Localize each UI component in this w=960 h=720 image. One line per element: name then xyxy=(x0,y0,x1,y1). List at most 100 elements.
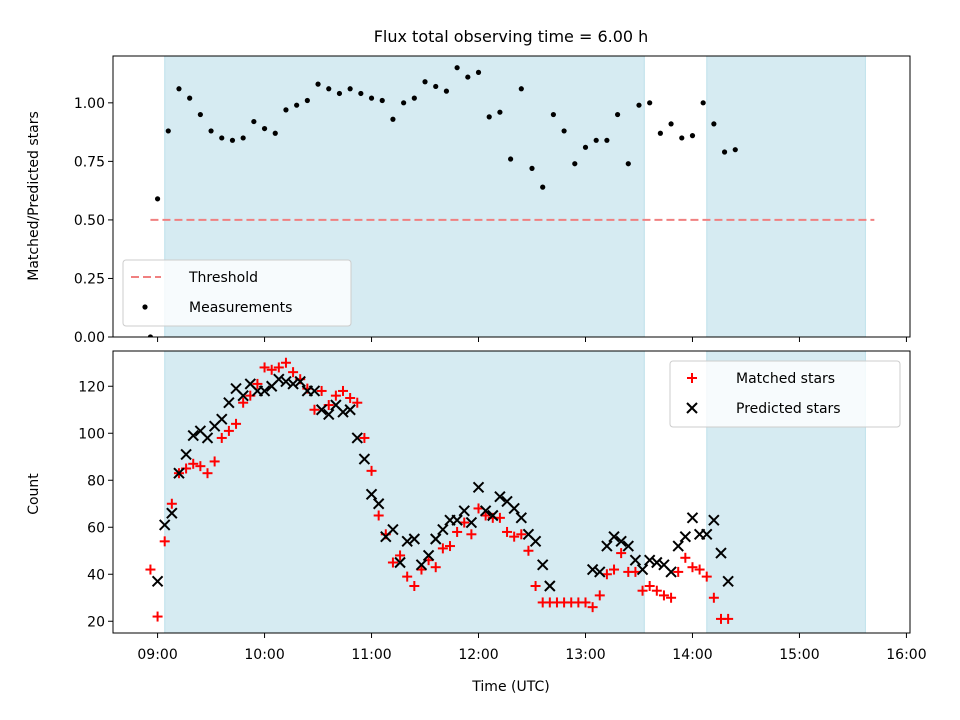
data-point xyxy=(486,114,492,120)
data-point xyxy=(515,512,528,524)
data-point xyxy=(288,367,299,378)
data-point xyxy=(580,597,591,608)
data-point xyxy=(689,133,696,139)
bottom-panel: 20 40 60 80 100 120 09:00 10:00 11:00 12:00 13:00 1… xyxy=(78,350,927,663)
data-point xyxy=(158,519,171,531)
data-point xyxy=(197,111,203,118)
data-point xyxy=(379,97,385,104)
data-point xyxy=(176,86,182,92)
x-axis-label: Time (UTC) xyxy=(471,679,549,695)
x-tick-label: 15:00 xyxy=(779,647,819,663)
data-point xyxy=(466,529,477,540)
data-point xyxy=(523,545,534,556)
data-point xyxy=(651,585,662,596)
data-point xyxy=(615,535,627,548)
data-point xyxy=(452,526,463,537)
data-point xyxy=(261,125,268,132)
data-point xyxy=(223,425,234,436)
data-point xyxy=(216,432,227,443)
data-point xyxy=(173,467,185,479)
y-tick-label: 80 xyxy=(87,473,105,489)
y-tick-label: 120 xyxy=(78,379,105,395)
data-point xyxy=(721,149,728,155)
data-point xyxy=(604,137,610,143)
data-point xyxy=(394,556,406,569)
x-tick-label: 12:00 xyxy=(458,647,498,663)
data-point xyxy=(387,557,398,568)
y-axis-label-bottom: Count xyxy=(26,473,42,515)
data-point xyxy=(665,566,677,578)
data-point xyxy=(644,581,655,591)
data-point xyxy=(651,556,663,569)
data-point xyxy=(672,540,684,552)
data-point xyxy=(701,571,712,582)
data-point xyxy=(309,404,320,415)
data-point xyxy=(636,563,649,576)
data-point xyxy=(529,165,535,171)
data-point xyxy=(582,144,589,150)
data-point xyxy=(180,448,192,461)
data-point xyxy=(708,592,719,603)
data-point xyxy=(409,581,420,591)
data-point xyxy=(365,488,378,501)
x-tick-label: 10:00 xyxy=(244,647,284,663)
data-point xyxy=(472,481,485,494)
data-point xyxy=(422,79,428,85)
data-point xyxy=(630,566,641,577)
data-point xyxy=(273,362,284,373)
data-point xyxy=(465,516,478,529)
data-point xyxy=(216,413,228,425)
data-point xyxy=(351,432,363,444)
data-point xyxy=(187,429,199,442)
data-point xyxy=(458,505,470,517)
data-point xyxy=(373,510,384,521)
data-point xyxy=(401,100,407,106)
data-point xyxy=(497,109,503,115)
x-tick-label: 13:00 xyxy=(565,647,605,663)
data-point xyxy=(387,523,399,536)
data-point xyxy=(316,385,327,396)
data-point xyxy=(188,458,199,469)
data-point xyxy=(283,107,289,113)
data-point xyxy=(444,541,455,552)
data-point xyxy=(401,535,413,548)
y-tick-label: 0.75 xyxy=(74,154,105,170)
data-point xyxy=(159,536,170,547)
data-point xyxy=(594,590,605,601)
data-point xyxy=(732,147,738,153)
data-point xyxy=(572,161,578,167)
data-point xyxy=(679,135,685,141)
data-point xyxy=(258,385,271,397)
data-point xyxy=(536,559,549,571)
data-point xyxy=(338,385,349,396)
legend-symbol xyxy=(686,402,698,414)
data-point xyxy=(294,102,300,108)
data-point xyxy=(323,408,335,421)
data-point xyxy=(272,130,278,136)
data-point xyxy=(154,196,161,202)
data-point xyxy=(433,83,439,90)
data-point xyxy=(366,465,377,476)
data-point xyxy=(687,562,698,573)
axes-frame xyxy=(112,55,911,338)
data-point xyxy=(586,563,599,576)
data-point xyxy=(657,130,663,136)
legend-symbol xyxy=(687,373,697,383)
data-point xyxy=(201,432,214,444)
data-point xyxy=(673,566,684,577)
data-point xyxy=(636,102,642,108)
data-point xyxy=(430,562,441,573)
data-point xyxy=(145,564,156,575)
data-point xyxy=(494,490,506,503)
data-point xyxy=(187,95,193,101)
data-point xyxy=(647,100,653,106)
data-point xyxy=(308,385,321,397)
data-point xyxy=(304,97,310,104)
data-point xyxy=(208,128,214,134)
y-tick-label: 0.25 xyxy=(74,271,105,287)
data-point xyxy=(238,397,249,408)
data-point xyxy=(251,118,257,125)
data-point xyxy=(587,602,598,613)
y-tick-label: 100 xyxy=(78,426,105,442)
data-point xyxy=(237,389,249,402)
